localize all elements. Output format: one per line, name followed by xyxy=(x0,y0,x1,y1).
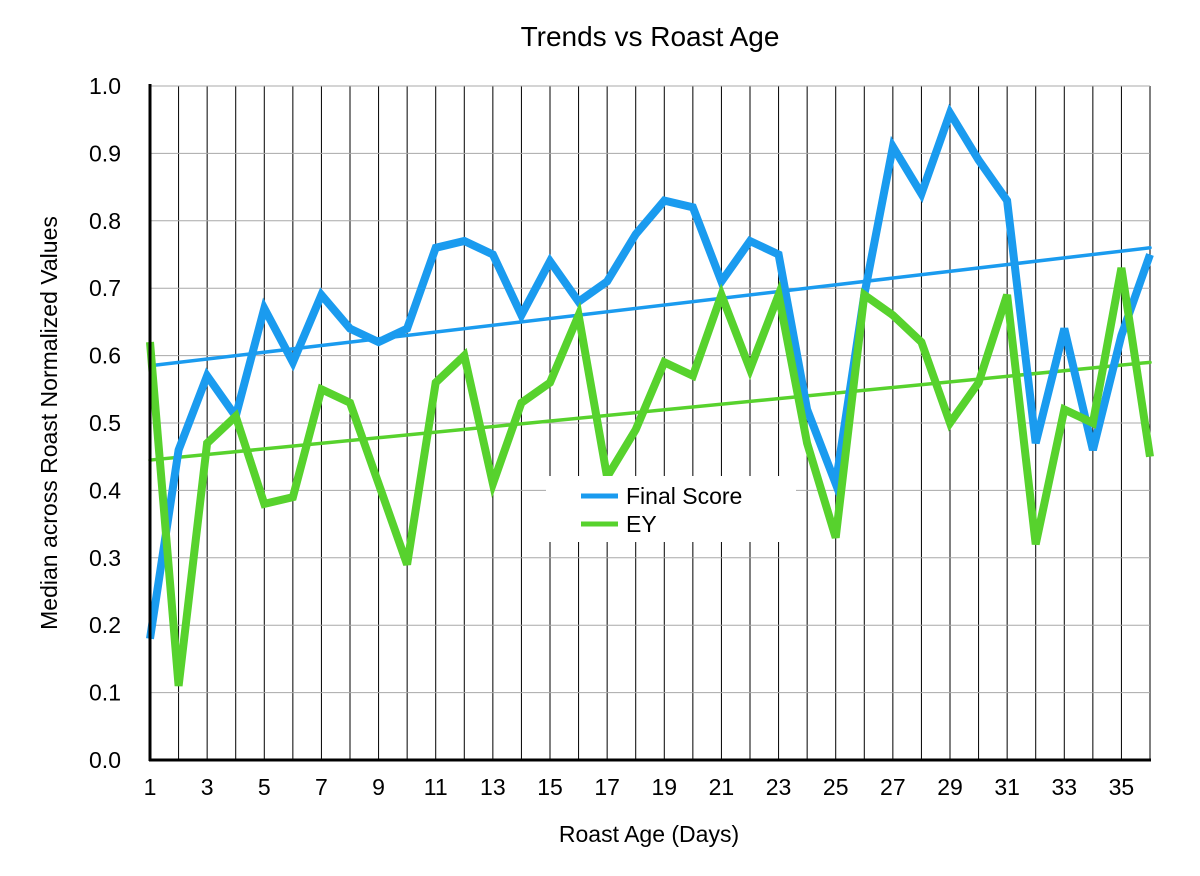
series-line xyxy=(146,103,1154,640)
x-tick-label: 1 xyxy=(144,774,157,800)
y-tick-label: 0.3 xyxy=(89,545,121,571)
x-tick-label: 27 xyxy=(880,774,906,800)
y-tick-label: 0.5 xyxy=(89,410,121,436)
x-tick-label: 19 xyxy=(651,774,677,800)
x-tick-label: 11 xyxy=(424,774,448,800)
x-tick-label: 5 xyxy=(258,774,271,800)
x-axis-label: Roast Age (Days) xyxy=(559,821,739,847)
y-tick-label: 0.4 xyxy=(89,477,121,503)
x-tick-label: 9 xyxy=(372,774,385,800)
axes xyxy=(148,84,1151,762)
y-tick-label: 0.1 xyxy=(89,680,121,706)
y-tick-label: 0.6 xyxy=(89,343,121,369)
x-tick-label: 15 xyxy=(537,774,563,800)
x-tick-label: 17 xyxy=(594,774,620,800)
y-tick-label: 1.0 xyxy=(89,73,121,99)
x-tick-label: 35 xyxy=(1109,774,1135,800)
x-tick-label: 23 xyxy=(766,774,792,800)
y-tick-label: 0.2 xyxy=(89,612,121,638)
x-tick-label: 29 xyxy=(937,774,963,800)
y-axis-label: Median across Roast Normalized Values xyxy=(36,216,62,630)
x-tick-label: 25 xyxy=(823,774,849,800)
x-tick-label: 13 xyxy=(480,774,506,800)
y-tick-label: 0.8 xyxy=(89,208,121,234)
y-tick-label: 0.9 xyxy=(89,140,121,166)
x-tick-label: 7 xyxy=(315,774,328,800)
x-tick-label: 31 xyxy=(994,774,1020,800)
x-tick-label: 21 xyxy=(709,774,735,800)
x-tick-label: 33 xyxy=(1051,774,1077,800)
trend-line xyxy=(148,360,1152,462)
legend-label: EY xyxy=(626,511,657,537)
trend-line xyxy=(148,246,1152,368)
tick-labels: 0.00.10.20.30.40.50.60.70.80.91.01 3 5 7 9 11… xyxy=(89,73,1134,800)
x-tick-label: 3 xyxy=(201,774,214,800)
chart-title: Trends vs Roast Age xyxy=(521,21,780,52)
series-lines xyxy=(146,103,1154,687)
y-tick-label: 0.0 xyxy=(89,747,121,773)
y-tick-label: 0.7 xyxy=(89,275,121,301)
legend-box xyxy=(546,476,796,542)
legend-label: Final Score xyxy=(626,483,742,509)
series-line xyxy=(146,267,1154,687)
